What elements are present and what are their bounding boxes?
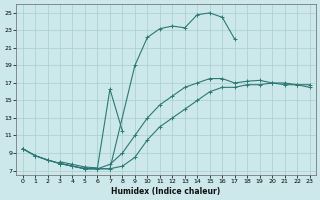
- X-axis label: Humidex (Indice chaleur): Humidex (Indice chaleur): [111, 187, 221, 196]
